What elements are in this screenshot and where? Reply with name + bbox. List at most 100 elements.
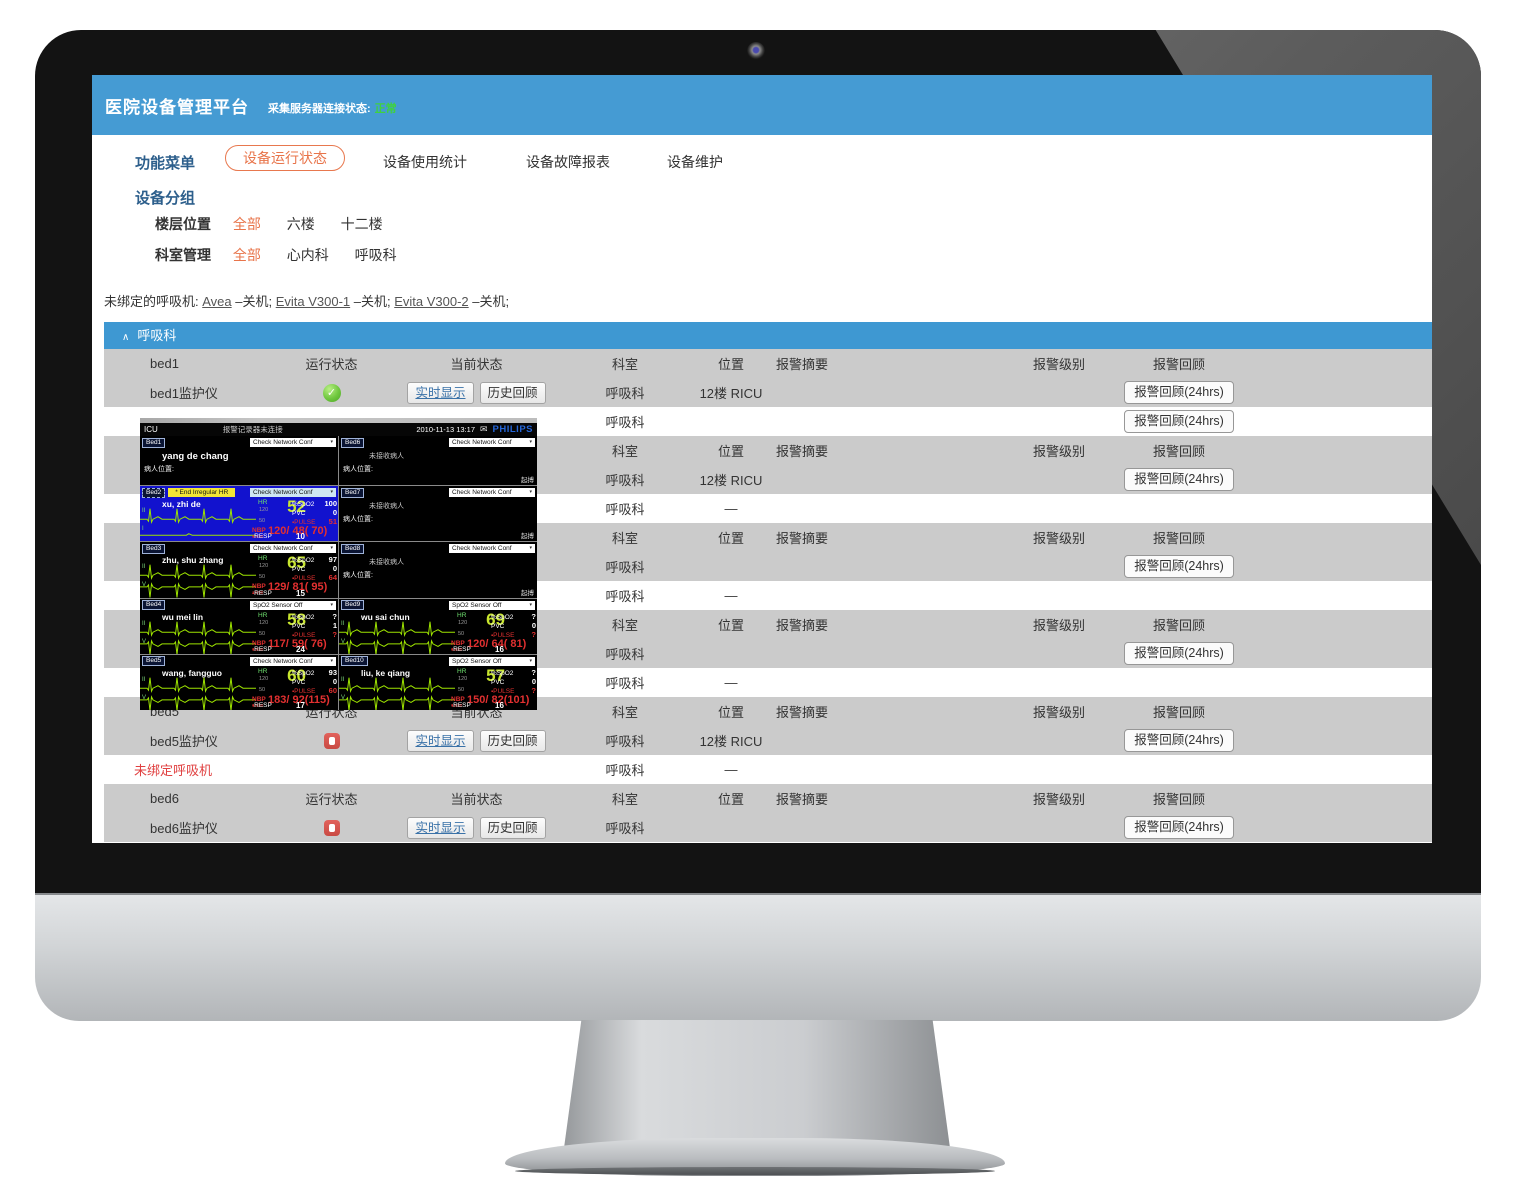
pace-label: 起搏 <box>521 533 534 541</box>
unbound-prefix: 未绑定的呼吸机: <box>104 294 203 309</box>
location-cell: 12楼 RICU <box>699 734 763 749</box>
monitor-stand-neck <box>564 1020 950 1148</box>
bed-label: Bed1 <box>142 437 166 448</box>
alarm-review-24hrs-button[interactable]: 报警回顾(24hrs) <box>1124 555 1234 578</box>
conf-dropdown[interactable]: Check Network Conf ▾ <box>250 488 336 497</box>
department-cell: 科室 <box>611 705 638 720</box>
conf-dropdown[interactable]: SpO2 Sensor Off ▾ <box>250 600 336 610</box>
nbp-label: NBP 13:00 <box>252 695 266 708</box>
nav-function-menu[interactable]: 功能菜单 <box>135 155 196 172</box>
pvc-row: PVC 0 <box>292 508 337 517</box>
conf-dropdown[interactable]: Check Network Conf ▾ <box>449 544 535 554</box>
department-cell: 科室 <box>611 531 638 546</box>
conf-dropdown[interactable]: Check Network Conf ▾ <box>250 544 336 554</box>
tab-device-usage-stats[interactable]: 设备使用统计 <box>383 154 467 170</box>
patient-location-label: 病人位置: <box>144 466 174 473</box>
history-review-button[interactable]: 历史回顾 <box>479 816 546 839</box>
table-row: bed5监护仪 实时显示 历史回顾 呼吸科 12楼 RICU 报警回顾(24hrs) <box>104 726 1432 755</box>
alarm-review-24hrs-button[interactable]: 报警回顾(24hrs) <box>1124 381 1234 404</box>
alarm-review-24hrs-button[interactable]: 报警回顾(24hrs) <box>1124 729 1234 752</box>
alarm-review-24hrs-button[interactable]: 报警回顾(24hrs) <box>1124 468 1234 491</box>
ecg-waveform <box>140 564 256 581</box>
bed-cell-header: Bed9 SpO2 Sensor Off ▾ <box>339 599 537 611</box>
realtime-display-button[interactable]: 实时显示 <box>407 816 474 839</box>
ecg-waveform <box>339 694 455 710</box>
chevron-down-icon: ▾ <box>529 439 532 445</box>
link-avea[interactable]: Avea <box>202 294 232 309</box>
vitals-panel: HR 120 50 58 %SpO2? PVC 1 ▪PULSE? NBP 13:0… <box>252 610 338 654</box>
history-review-button[interactable]: 历史回顾 <box>479 381 546 404</box>
no-patient-label: 未接收病人 <box>369 453 404 460</box>
filter-dept-all[interactable]: 全部 <box>232 247 261 263</box>
lead-label: II <box>142 508 146 514</box>
nbp-label: NBP 13:00 <box>451 639 465 652</box>
current-status-cell: 当前状态 <box>450 357 503 372</box>
alarm-review-24hrs-button[interactable]: 报警回顾(24hrs) <box>1124 642 1234 665</box>
resp-value: 10 <box>296 532 305 542</box>
hr-low-limit: 50 <box>458 630 465 637</box>
alarm-review-cell: 报警回顾 <box>1152 357 1205 372</box>
conf-dropdown[interactable]: SpO2 Sensor Off ▾ <box>449 656 535 666</box>
spo2-value: 100 <box>324 499 337 508</box>
filter-floor-label: 楼层位置 <box>155 216 211 232</box>
filter-dept-cardiology[interactable]: 心内科 <box>286 247 329 263</box>
tab-device-fault-report[interactable]: 设备故障报表 <box>526 154 610 170</box>
lead-label: V <box>142 582 147 589</box>
vitals-panel: HR 120 50 65 %SpO2 97 PVC 0 ▪PULSE 64 NBP 13… <box>252 553 338 597</box>
spo2-value: ? <box>332 611 337 621</box>
lead-label: V <box>142 638 147 645</box>
hr-label: HR <box>258 667 268 675</box>
tab-device-running-status[interactable]: 设备运行状态 <box>225 145 345 171</box>
bed-label: Bed9 <box>341 600 365 610</box>
resp-value: 16 <box>495 701 504 710</box>
department-cell: 呼吸科 <box>605 676 645 691</box>
conf-dropdown[interactable]: SpO2 Sensor Off ▾ <box>449 600 535 610</box>
pulse-value: 60 <box>328 685 337 695</box>
spo2-value: 97 <box>328 555 337 565</box>
filter-floor-6[interactable]: 六楼 <box>286 216 315 232</box>
department-cell: 呼吸科 <box>605 821 645 836</box>
pvc-label: PVC <box>292 678 306 686</box>
collapse-caret-icon: ∧ <box>122 332 130 343</box>
alarm-summary-cell: 报警摘要 <box>776 792 829 807</box>
pulse-value: ? <box>531 685 536 695</box>
conf-dropdown[interactable]: Check Network Conf ▾ <box>449 488 535 497</box>
spo2-row: %SpO2? <box>491 612 536 621</box>
conf-dropdown[interactable]: Check Network Conf ▾ <box>449 438 535 447</box>
ecg-waveform <box>140 533 256 536</box>
nbp-value: 120/ 48( 70) <box>268 525 328 537</box>
run-status-cell <box>274 732 389 749</box>
pulse-label: ▪PULSE <box>292 575 316 583</box>
hr-value: 65 <box>287 553 306 573</box>
tab-device-maintenance[interactable]: 设备维护 <box>667 154 723 170</box>
monitor-datetime: 2010-11-13 13:17 <box>416 425 475 434</box>
section-bar-respiratory[interactable]: ∧ 呼吸科 <box>104 322 1432 349</box>
realtime-display-button[interactable]: 实时显示 <box>407 729 474 752</box>
alarm-level-cell: 报警级别 <box>1032 531 1085 546</box>
resp-label: ▪RESP <box>451 702 471 709</box>
resp-label: ▪RESP <box>252 589 272 597</box>
pvc-label: PVC <box>491 678 505 686</box>
conf-dropdown[interactable]: Check Network Conf ▾ <box>250 438 336 447</box>
link-evita-v300-1[interactable]: Evita V300-1 <box>275 294 351 309</box>
conf-dropdown[interactable]: Check Network Conf ▾ <box>250 656 336 666</box>
run-status-cell: ✓ <box>274 383 389 402</box>
history-review-button[interactable]: 历史回顾 <box>479 729 546 752</box>
alarm-level-cell: 报警级别 <box>1032 357 1085 372</box>
alarm-review-24hrs-button[interactable]: 报警回顾(24hrs) <box>1124 410 1234 433</box>
nbp-label: NBP 13:00 <box>252 527 266 539</box>
nbp-value: 117/ 59( 76) <box>268 637 327 650</box>
link-evita-v300-2[interactable]: Evita V300-2 <box>394 294 469 309</box>
alarm-review-cell: 报警回顾(24hrs) <box>1124 729 1234 752</box>
filter-dept-respiratory[interactable]: 呼吸科 <box>354 247 397 263</box>
philips-logo: PHILIPS <box>492 424 533 435</box>
filter-floor-all[interactable]: 全部 <box>232 216 261 232</box>
realtime-display-button[interactable]: 实时显示 <box>407 381 474 404</box>
vitals-panel: HR 120 50 60 %SpO2 93 PVC 0 ▪PULSE 60 NBP 13… <box>252 666 338 710</box>
filter-floor-12[interactable]: 十二楼 <box>340 216 383 232</box>
location-cell: 位置 <box>717 705 744 720</box>
ecg-waveform <box>339 677 455 693</box>
ecg-waveform <box>140 638 256 654</box>
alarm-review-24hrs-button[interactable]: 报警回顾(24hrs) <box>1124 816 1234 839</box>
bed-cell-header: Bed3 Check Network Conf ▾ <box>140 542 338 554</box>
